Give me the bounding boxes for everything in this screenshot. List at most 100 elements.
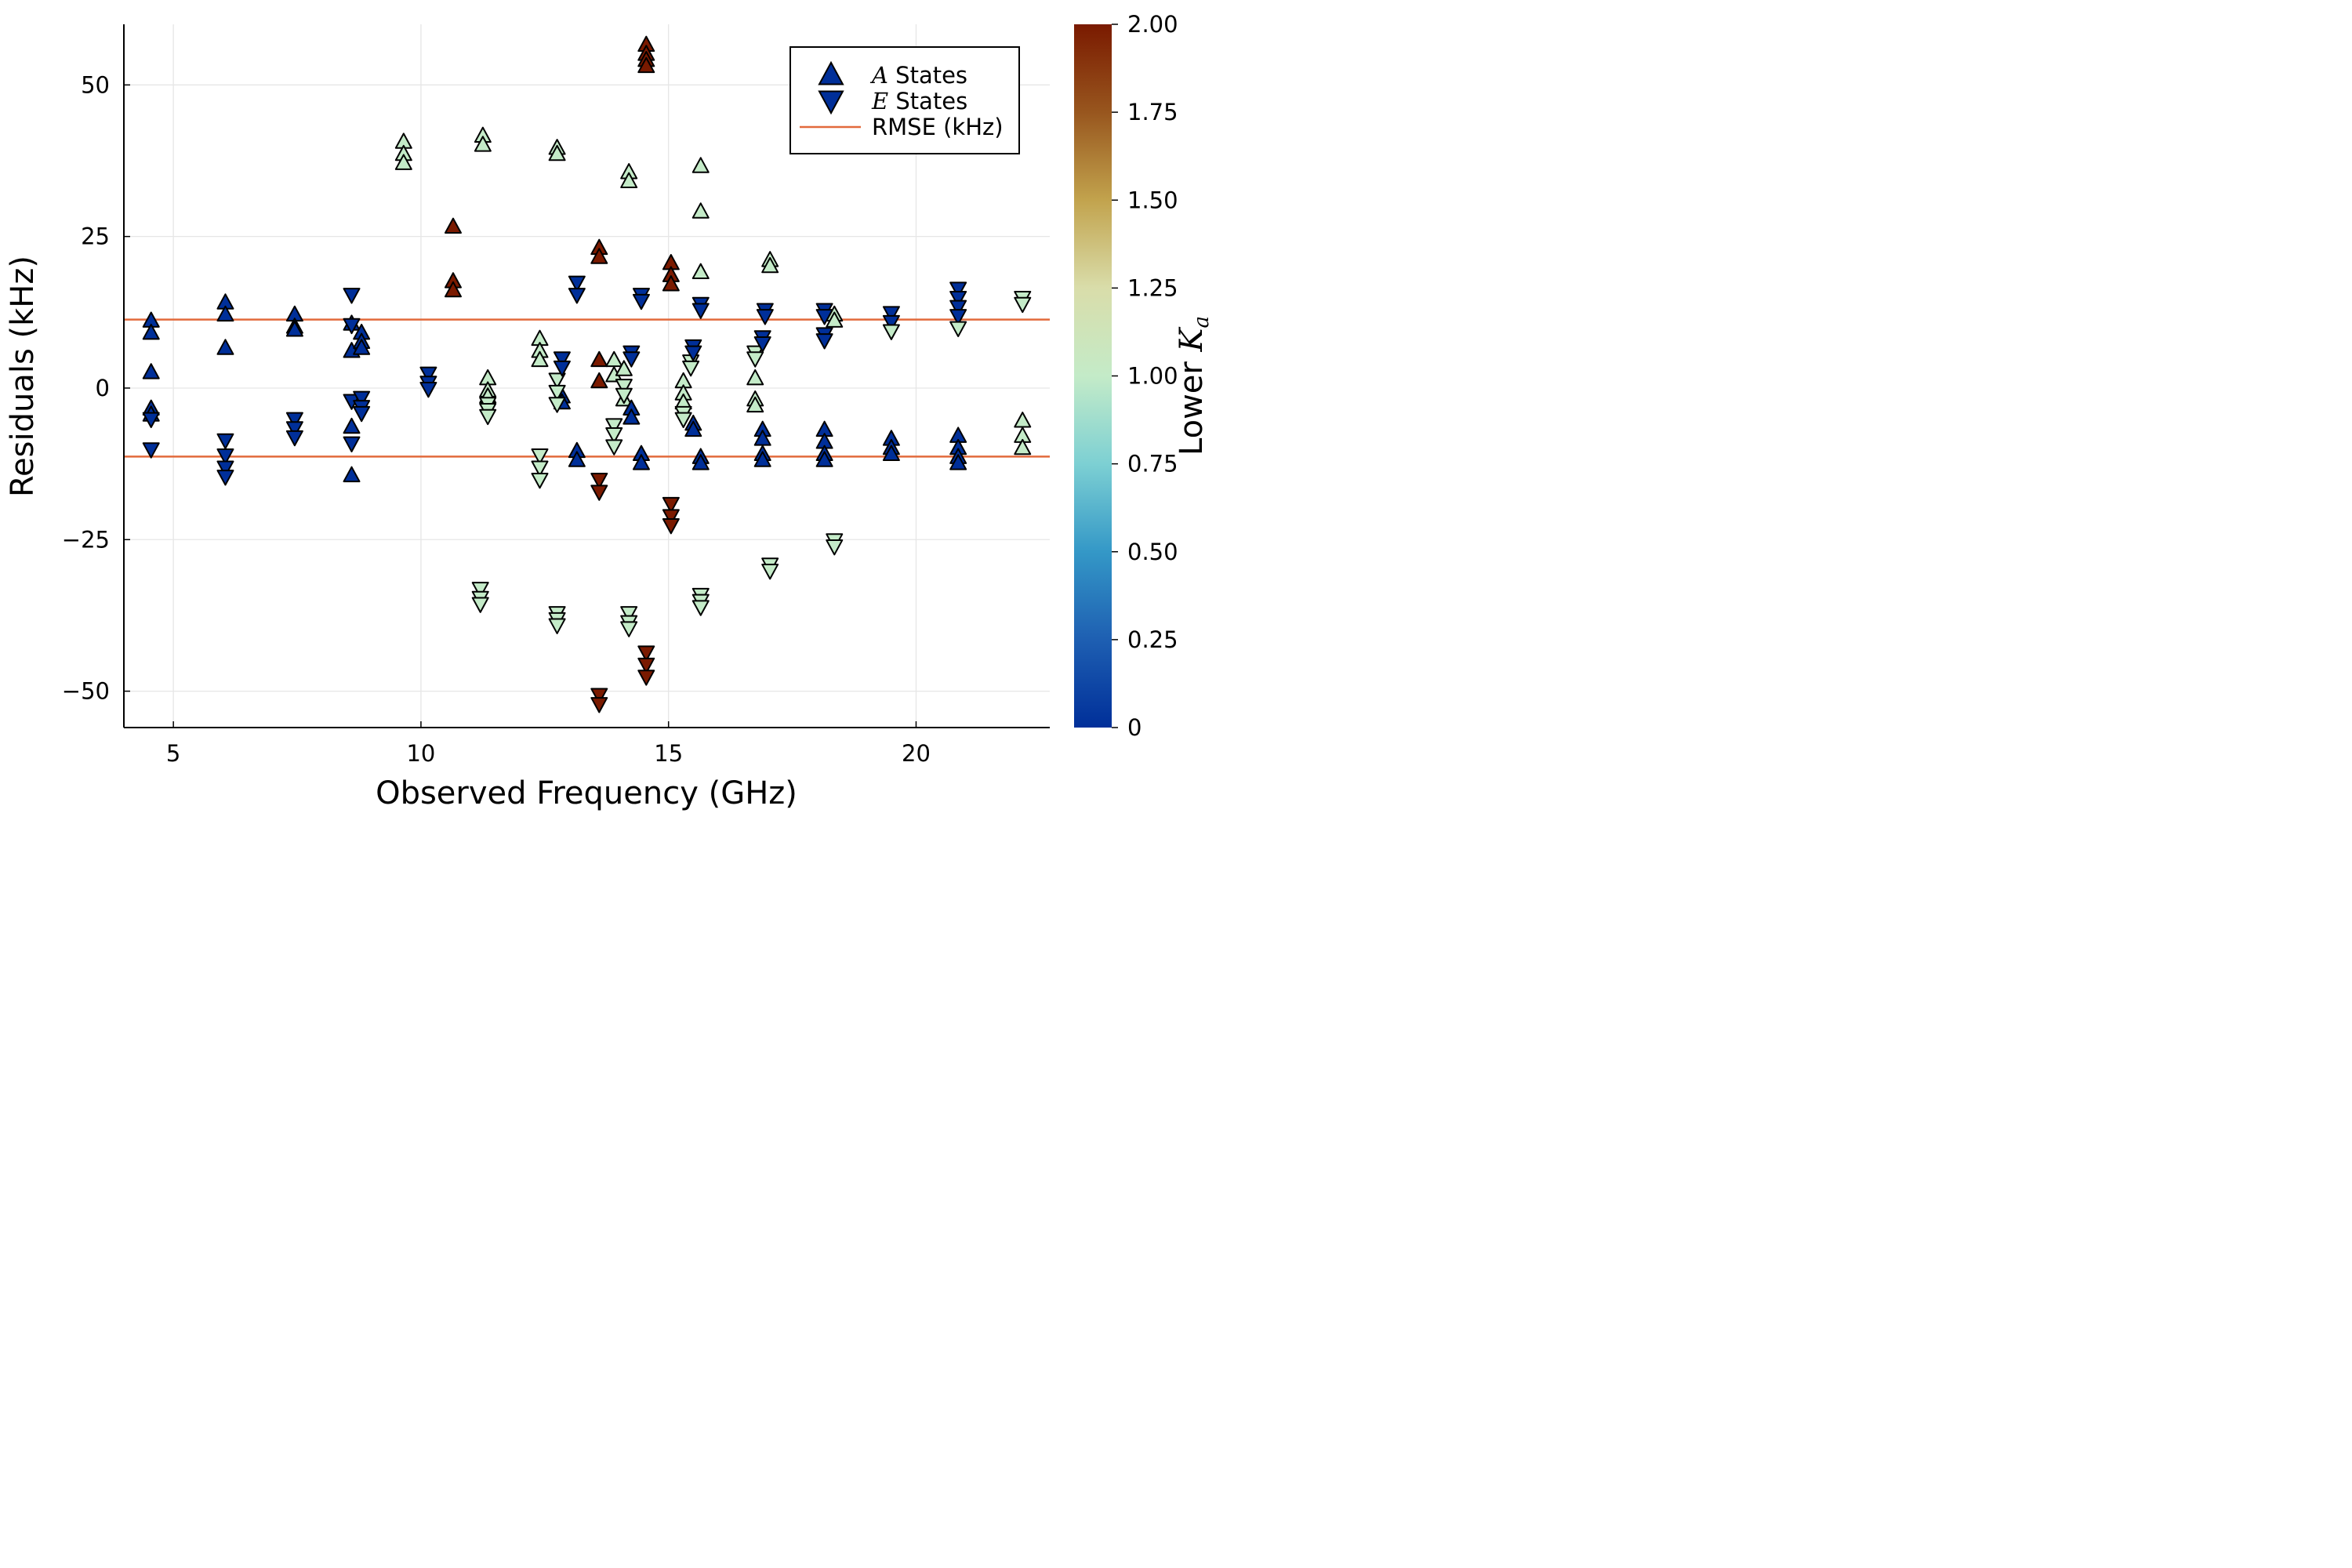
y-axis-label: Residuals (kHz) xyxy=(5,256,41,497)
e-state-point xyxy=(691,600,710,616)
a-state-point xyxy=(353,339,371,355)
e-state-point xyxy=(684,345,702,361)
a-state-point xyxy=(548,144,566,162)
e-state-point xyxy=(353,390,371,407)
e-state-point xyxy=(615,387,633,405)
e-state-point xyxy=(746,351,764,368)
e-state-point xyxy=(216,470,234,486)
e-state-point xyxy=(590,688,608,704)
y-tick-label: 25 xyxy=(81,223,110,250)
a-state-point xyxy=(691,454,710,470)
e-state-point xyxy=(682,360,700,377)
x-axis-label: Observed Frequency (GHz) xyxy=(376,775,797,811)
e-state-point xyxy=(568,288,586,304)
y-axis-ticks: −50 −25 0 25 50 xyxy=(62,71,130,705)
e-state-point xyxy=(548,372,566,389)
colorbar-tick-label: 0 xyxy=(1127,714,1142,741)
a-state-point xyxy=(444,217,462,234)
e-state-point xyxy=(815,309,833,325)
a-state-point xyxy=(746,368,764,386)
a-state-point xyxy=(637,56,655,74)
e-state-point xyxy=(637,657,655,674)
a-state-point xyxy=(746,396,764,413)
a-state-point xyxy=(949,454,967,470)
colorbar-tick-label: 1.25 xyxy=(1127,274,1178,301)
e-state-point xyxy=(216,433,234,450)
a-state-point xyxy=(605,350,623,368)
a-state-point xyxy=(753,451,771,467)
a-state-point xyxy=(622,408,641,425)
y-tick-label: 50 xyxy=(81,71,110,98)
e-state-point xyxy=(419,366,437,383)
a-state-point xyxy=(142,323,160,340)
x-tick-label: 15 xyxy=(654,740,683,767)
chart: 5 10 15 20 −50 −25 0 25 50 Observed Frequency (… xyxy=(5,11,1214,811)
e-state-point xyxy=(662,509,680,525)
a-state-point xyxy=(343,417,361,434)
e-state-point xyxy=(285,412,303,429)
a-state-point xyxy=(662,275,680,292)
colorbar-label: Lower Ka xyxy=(1174,316,1214,456)
a-state-point xyxy=(590,350,608,368)
legend-entry-a-states: A States xyxy=(869,62,967,89)
e-state-point xyxy=(531,460,549,477)
a-state-point xyxy=(343,466,361,483)
a-state-point xyxy=(590,248,608,264)
a-state-point xyxy=(632,454,650,470)
e-state-point xyxy=(882,306,900,322)
a-state-point xyxy=(620,172,638,189)
x-axis-ticks: 5 10 15 20 xyxy=(166,721,931,767)
x-tick-label: 10 xyxy=(406,740,435,767)
plot-axes xyxy=(123,24,1050,728)
e-state-point xyxy=(761,563,779,580)
e-state-point xyxy=(949,281,967,298)
e-state-point xyxy=(568,275,586,292)
a-state-point xyxy=(216,305,234,322)
colorbar-tick-label: 0.25 xyxy=(1127,626,1178,653)
a-state-point xyxy=(815,451,833,467)
e-state-point xyxy=(756,309,774,325)
legend-up-triangle-marker xyxy=(818,60,844,85)
e-state-point xyxy=(419,381,437,398)
e-state-point xyxy=(826,539,844,556)
e-state-point xyxy=(471,597,489,613)
e-state-point xyxy=(622,351,641,368)
a-state-point xyxy=(590,372,608,389)
e-state-point xyxy=(882,314,900,332)
e-state-point xyxy=(620,621,638,637)
e-state-point xyxy=(605,418,623,434)
a-state-point xyxy=(142,363,160,379)
e-state-point xyxy=(691,303,710,319)
e-state-point xyxy=(605,439,623,456)
legend: A States E States RMSE (kHz) xyxy=(789,46,1020,154)
colorbar-tick-label: 1.00 xyxy=(1127,363,1178,390)
e-state-point xyxy=(471,582,489,598)
data-points xyxy=(142,35,1032,713)
e-state-point xyxy=(216,448,234,465)
colorbar-gradient xyxy=(1074,24,1112,728)
a-state-point xyxy=(1014,412,1032,428)
e-state-point xyxy=(815,333,833,350)
a-state-point xyxy=(444,281,462,298)
e-state-point xyxy=(615,379,633,395)
e-state-point xyxy=(343,318,361,335)
e-state-point xyxy=(531,472,549,489)
a-state-point xyxy=(1014,438,1032,456)
e-state-point xyxy=(285,421,303,437)
e-state-point xyxy=(590,697,608,713)
y-tick-label: 0 xyxy=(96,375,110,401)
e-state-point xyxy=(662,496,680,514)
e-state-point xyxy=(553,351,571,368)
e-state-point xyxy=(142,412,160,429)
e-state-point xyxy=(548,397,566,413)
e-state-point xyxy=(548,384,566,401)
e-state-point xyxy=(949,290,967,307)
e-state-point xyxy=(479,408,497,426)
y-tick-label: −25 xyxy=(62,526,110,553)
legend-down-triangle-marker xyxy=(818,90,844,115)
e-state-point xyxy=(285,430,303,447)
e-state-point xyxy=(142,442,160,459)
e-state-point xyxy=(1014,296,1032,314)
legend-entry-rmse: RMSE (kHz) xyxy=(872,114,1004,140)
a-state-point xyxy=(216,339,234,355)
